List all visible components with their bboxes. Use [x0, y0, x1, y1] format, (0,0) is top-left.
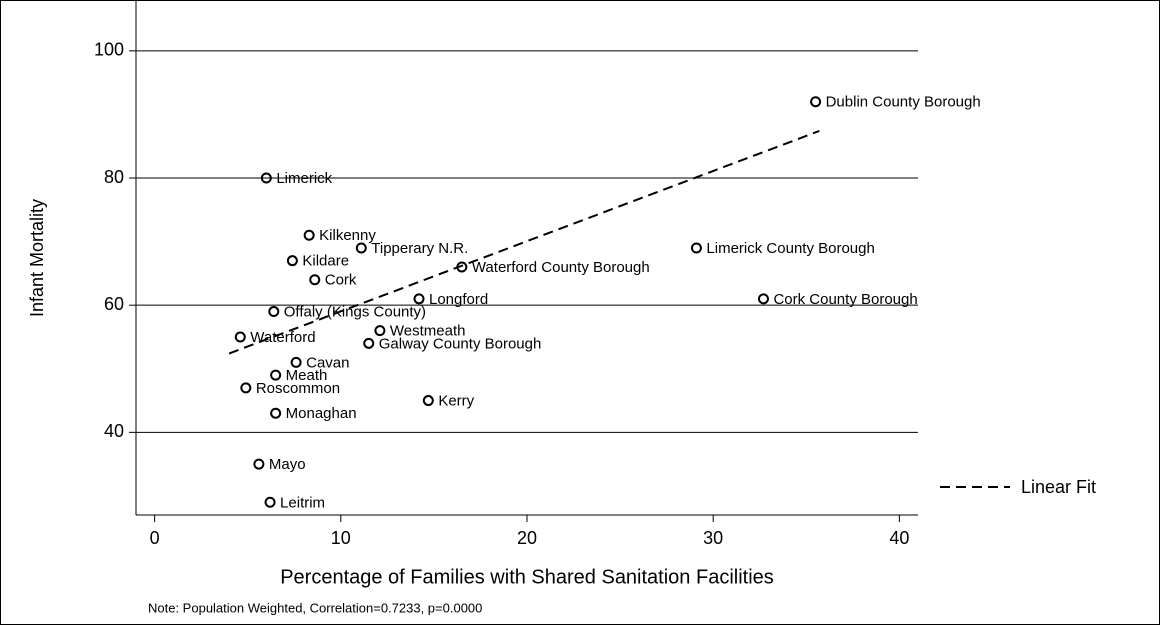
fit-line — [228, 130, 820, 355]
point — [363, 337, 375, 349]
point-label: Cavan — [306, 354, 349, 371]
point-label: Monaghan — [286, 405, 357, 422]
point — [264, 496, 276, 508]
point — [303, 229, 315, 241]
point — [690, 242, 702, 254]
point-label: Waterford County Borough — [472, 259, 650, 276]
point — [268, 306, 280, 318]
point — [260, 172, 272, 184]
x-tick-label: 0 — [150, 528, 160, 548]
legend-label: Linear Fit — [1021, 477, 1096, 497]
y-axis-label: Infant Mortality — [27, 199, 47, 317]
point-label: Offaly (Kings County) — [284, 304, 426, 321]
point — [290, 356, 302, 368]
point — [240, 382, 252, 394]
point — [253, 458, 265, 470]
x-tick-label: 20 — [517, 528, 537, 548]
point — [757, 293, 769, 305]
point-label: Limerick — [276, 170, 332, 187]
point-label: Meath — [286, 367, 328, 384]
x-tick-label: 40 — [889, 528, 909, 548]
point-label: Roscommon — [256, 380, 340, 397]
point-label: Tipperary N.R. — [371, 240, 468, 257]
x-tick-label: 10 — [331, 528, 351, 548]
point-label: Cork County Borough — [773, 291, 917, 308]
point — [355, 242, 367, 254]
y-tick-label: 60 — [104, 294, 124, 314]
point-label: Mayo — [269, 456, 306, 473]
point — [286, 255, 298, 267]
point — [810, 96, 822, 108]
point-label: Cork — [325, 272, 357, 289]
point — [309, 274, 321, 286]
x-tick-label: 30 — [703, 528, 723, 548]
point-label: Kilkenny — [319, 227, 376, 244]
x-axis-label: Percentage of Families with Shared Sanit… — [280, 566, 774, 588]
y-tick-label: 80 — [104, 167, 124, 187]
point — [270, 407, 282, 419]
point-label: Dublin County Borough — [826, 94, 981, 111]
point-label: Kildare — [302, 253, 349, 270]
point — [422, 395, 434, 407]
point — [234, 331, 246, 343]
point-label: Kerry — [438, 393, 474, 410]
y-tick-label: 100 — [94, 40, 124, 60]
point — [374, 325, 386, 337]
point-label: Westmeath — [390, 323, 466, 340]
point — [413, 293, 425, 305]
note: Note: Population Weighted, Correlation=0… — [148, 600, 482, 615]
point-label: Waterford — [250, 329, 315, 346]
point-label: Limerick County Borough — [706, 240, 874, 257]
point-label: Galway County Borough — [379, 335, 542, 352]
point — [270, 369, 282, 381]
point-label: Leitrim — [280, 494, 325, 511]
y-tick-label: 40 — [104, 421, 124, 441]
point-label: Longford — [429, 291, 488, 308]
